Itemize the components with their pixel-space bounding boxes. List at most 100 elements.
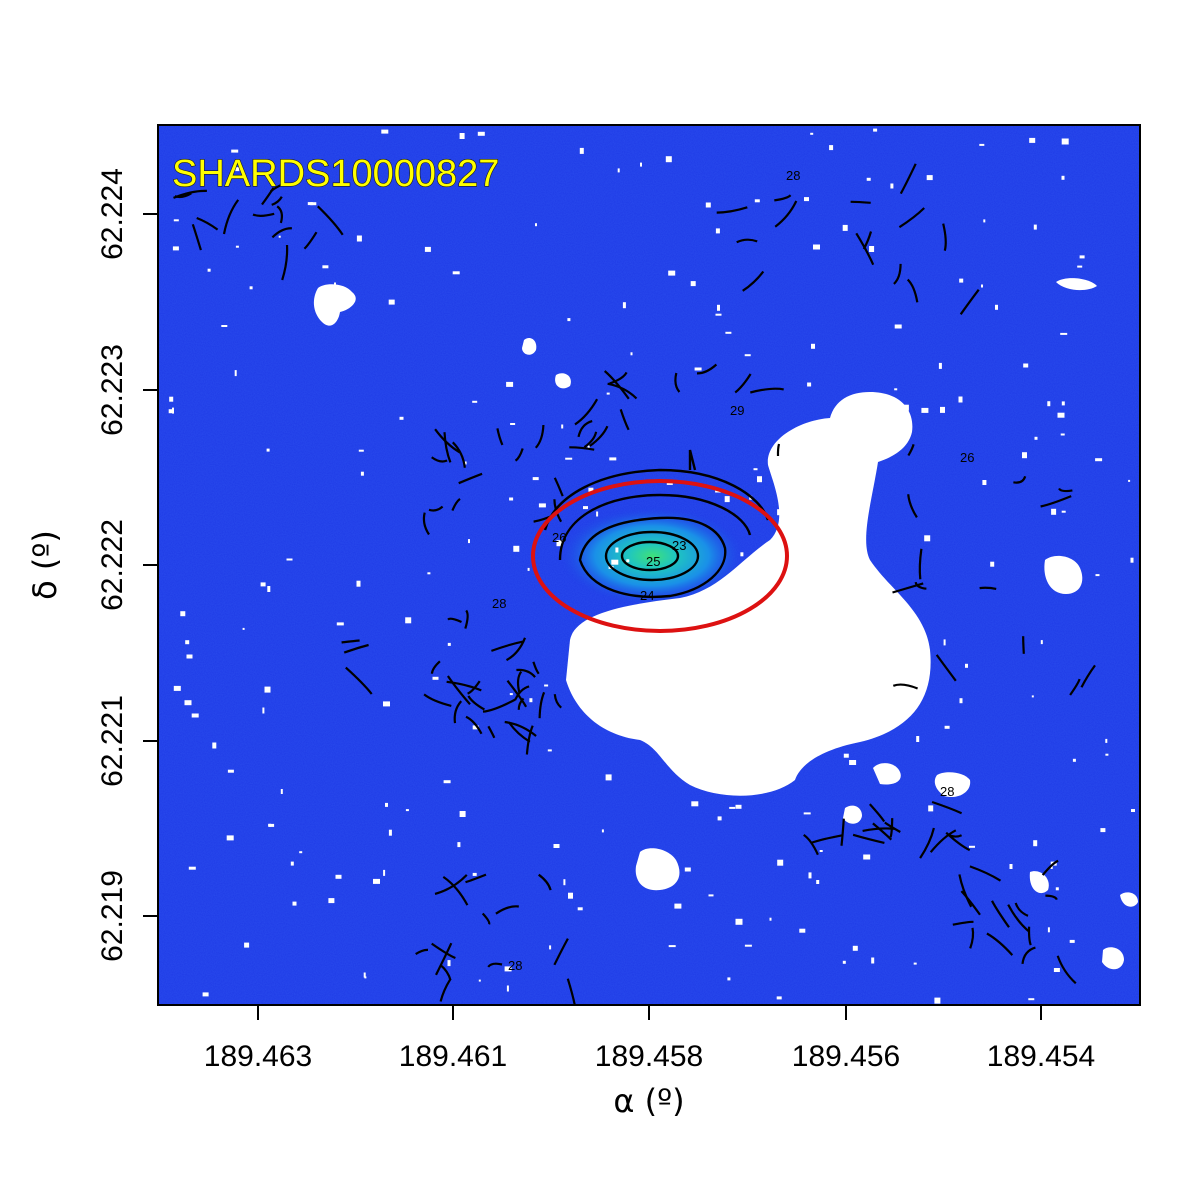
noise-contour-stroke <box>734 373 752 394</box>
mask-speck <box>626 559 630 563</box>
noise-contour-stroke <box>619 409 630 431</box>
mask-speck <box>506 985 509 992</box>
contour-segment <box>688 449 697 471</box>
mask-speck <box>744 354 751 357</box>
noise-contour-stroke <box>1007 904 1031 933</box>
mask-speck <box>1060 433 1065 436</box>
mask-speck <box>385 802 388 807</box>
mask-speck <box>894 388 898 391</box>
mask-blob <box>1044 555 1083 594</box>
mask-speck <box>1050 865 1053 869</box>
noise-contour-stroke <box>931 800 963 815</box>
mask-speck <box>388 299 395 305</box>
mask-blob <box>843 805 862 824</box>
mask-speck <box>995 304 998 310</box>
mask-speck <box>842 960 846 964</box>
mask-speck <box>816 880 820 884</box>
noise-contour-stroke <box>317 205 344 236</box>
mask-blob <box>1120 892 1138 907</box>
mask-speck <box>754 199 760 203</box>
mask-speck <box>983 219 986 223</box>
noise-contour-stroke <box>281 244 289 281</box>
y-tick-label: 62.222 <box>96 519 129 611</box>
mask-speck <box>630 352 633 356</box>
noise-contour-stroke <box>443 432 452 463</box>
mask-speck <box>405 617 412 624</box>
mask-speck <box>186 654 193 659</box>
mask-speck <box>1033 840 1038 847</box>
noise-contour-stroke <box>742 270 765 292</box>
noise-contour-stroke <box>514 685 530 701</box>
mask-speck <box>472 872 477 876</box>
noise-contour-stroke <box>892 582 924 594</box>
mask-speck <box>172 246 179 251</box>
mask-blob <box>1056 278 1097 291</box>
mask-speck <box>863 854 871 860</box>
x-axis-title: α (º) <box>613 1082 684 1120</box>
mask-speck <box>982 480 987 485</box>
noise-contour-stroke <box>840 818 845 846</box>
mask-speck <box>715 490 722 493</box>
mask-speck <box>356 580 361 587</box>
mask-speck <box>529 698 533 703</box>
mask-speck <box>336 622 344 626</box>
noise-contour-stroke <box>929 829 957 853</box>
mask-speck <box>776 996 782 1000</box>
mask-speck <box>715 313 722 316</box>
mask-speck <box>510 423 516 425</box>
mask-blob <box>313 284 356 326</box>
noise-contour-stroke <box>467 680 481 695</box>
mask-speck <box>544 684 549 687</box>
noise-contour-stroke <box>852 833 885 844</box>
mask-speck <box>609 457 617 461</box>
mask-speck <box>556 540 563 547</box>
mask-speck <box>468 539 470 544</box>
noise-contour-stroke <box>750 387 784 394</box>
noise-contour-stroke <box>884 821 901 833</box>
mask-speck <box>866 177 871 181</box>
noise-contour-stroke <box>442 875 469 906</box>
noise-contour-stroke <box>196 216 219 231</box>
mask-speck <box>335 874 342 879</box>
mask-speck <box>364 976 367 979</box>
noise-contour-stroke <box>574 398 599 426</box>
noise-contour-stroke <box>569 446 595 451</box>
mask-speck <box>568 892 573 899</box>
mask-speck <box>843 753 849 758</box>
mask-speck <box>168 409 173 414</box>
noise-contour-stroke <box>276 205 283 224</box>
noise-contour-stroke <box>918 548 923 580</box>
mask-speck <box>504 966 512 972</box>
aperture-ellipse <box>531 479 789 633</box>
mask-speck <box>1034 436 1038 440</box>
noise-contour-stroke <box>855 232 875 266</box>
mask-speck <box>249 286 253 290</box>
mask-speck <box>940 406 945 413</box>
mask-speck <box>459 811 466 817</box>
noise-contour-stroke <box>516 668 536 678</box>
mask-speck <box>310 202 317 206</box>
mask-speck <box>506 381 514 387</box>
y-axis-ticks <box>143 213 158 917</box>
mask-speck <box>227 769 234 773</box>
mask-speck <box>717 816 722 821</box>
mask-speck <box>169 396 174 402</box>
noise-contour-stroke <box>446 680 482 692</box>
mask-speck <box>322 265 329 269</box>
noise-contour-stroke <box>1021 946 1036 965</box>
mask-speck <box>185 640 190 645</box>
noise-contour-stroke <box>907 443 915 457</box>
mask-speck <box>307 202 313 206</box>
mask-speck <box>769 917 772 921</box>
mask-speck <box>1040 640 1043 645</box>
noise-contour-stroke <box>892 683 919 690</box>
noise-contour-stroke <box>447 617 462 624</box>
mask-speck <box>1055 887 1059 891</box>
mask-speck <box>553 844 560 848</box>
contour-ring <box>620 540 680 572</box>
mask-speck <box>799 928 806 933</box>
mask-speck <box>299 851 303 854</box>
noise-contour-stroke <box>960 890 981 916</box>
mask-speck <box>478 979 481 982</box>
mask-speck <box>363 972 366 978</box>
